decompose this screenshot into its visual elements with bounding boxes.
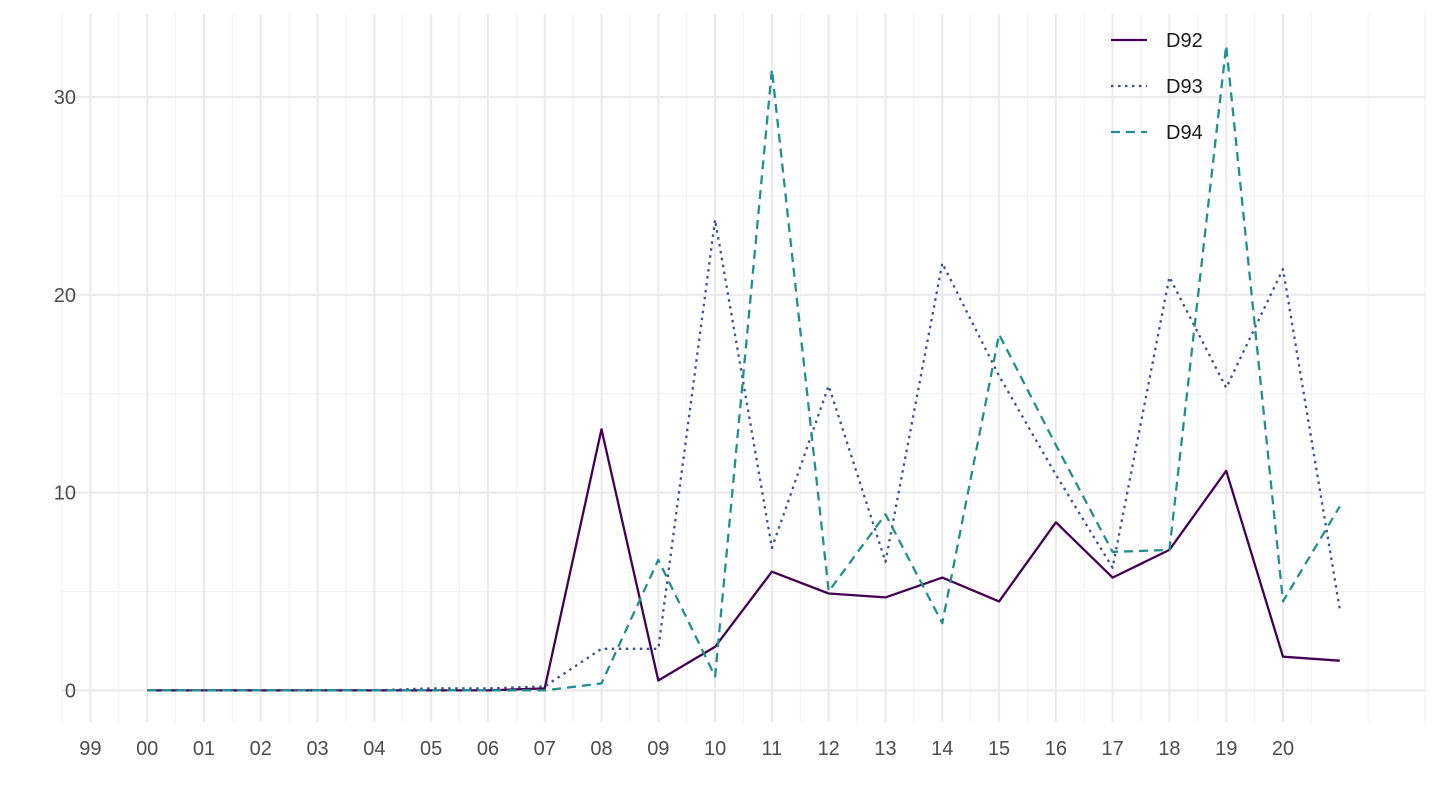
- x-tick-label: 03: [306, 738, 328, 760]
- y-tick-label: 20: [54, 285, 76, 307]
- y-tick-label: 10: [54, 483, 76, 505]
- x-tick-label: 02: [250, 738, 272, 760]
- x-tick-label: 99: [79, 738, 101, 760]
- x-tick-label: 05: [420, 738, 442, 760]
- x-tick-label: 09: [647, 738, 669, 760]
- x-tick-label: 15: [988, 738, 1010, 760]
- x-tick-label: 08: [590, 738, 612, 760]
- x-tick-label: 04: [363, 738, 385, 760]
- x-tick-label: 00: [136, 738, 158, 760]
- y-axis-tick-labels: 0 10 20 30: [54, 87, 76, 702]
- y-tick-label: 0: [65, 680, 76, 702]
- minor-x-gridlines: [61, 14, 1426, 722]
- x-tick-label: 12: [818, 738, 840, 760]
- x-tick-label: 17: [1102, 738, 1124, 760]
- x-tick-label: 01: [193, 738, 215, 760]
- x-tick-label: 06: [477, 738, 499, 760]
- legend-label-d93: D93: [1166, 76, 1203, 98]
- x-tick-label: 07: [534, 738, 556, 760]
- legend-label-d94: D94: [1166, 122, 1203, 144]
- x-tick-label: 18: [1158, 738, 1180, 760]
- x-tick-label: 11: [762, 738, 783, 760]
- legend-label-d92: D92: [1166, 30, 1203, 52]
- series-line-d94: [147, 44, 1341, 692]
- major-x-gridlines: [89, 14, 1285, 722]
- series-lines: [147, 44, 1341, 692]
- x-tick-label: 13: [874, 738, 896, 760]
- legend: D92 D93 D94: [1111, 30, 1203, 144]
- minor-y-gridlines: [62, 195, 1425, 593]
- x-axis-tick-labels: 99 00 01 02 03 04 05 06 07 08 09 10 11 12 13 14 15 16 17 18…: [79, 738, 1294, 760]
- x-tick-label: 19: [1215, 738, 1237, 760]
- x-tick-label: 16: [1045, 738, 1067, 760]
- x-tick-label: 10: [704, 738, 726, 760]
- series-line-d93: [147, 218, 1341, 692]
- y-tick-label: 30: [54, 87, 76, 109]
- x-tick-label: 20: [1272, 738, 1294, 760]
- x-tick-label: 14: [931, 738, 953, 760]
